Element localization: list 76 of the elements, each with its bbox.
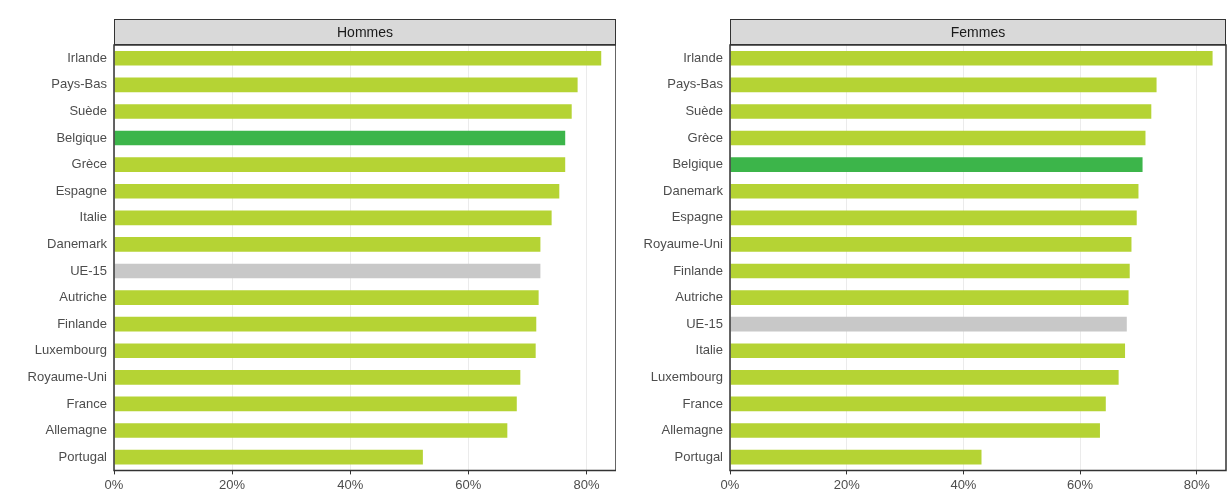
- y-tick-label: France: [682, 395, 723, 411]
- bar: [730, 316, 1127, 332]
- y-tick-label: Irlande: [683, 49, 723, 65]
- bar: [114, 210, 552, 226]
- bar: [730, 50, 1213, 66]
- y-tick-label: Luxembourg: [650, 368, 723, 384]
- bar: [114, 77, 578, 93]
- bar: [730, 396, 1106, 412]
- y-tick-label: Autriche: [675, 289, 723, 305]
- bar: [114, 423, 508, 438]
- y-tick-label: Espagne: [671, 209, 723, 225]
- y-tick-label: Luxembourg: [34, 342, 107, 358]
- y-tick-label: Belgique: [672, 156, 723, 172]
- bar: [114, 396, 517, 412]
- y-tick-label: Grèce: [71, 156, 107, 172]
- x-tick-label: 20%: [219, 476, 246, 492]
- y-tick-label: Pays-Bas: [51, 76, 108, 92]
- x-tick-label: 60%: [455, 476, 482, 492]
- chart-title: Hommes: [114, 19, 616, 45]
- bar: [730, 130, 1146, 146]
- y-tick-label: Suède: [69, 103, 107, 119]
- y-tick-label: Italie: [79, 209, 107, 225]
- bar: [114, 130, 566, 146]
- y-tick-label: Finlande: [57, 315, 107, 331]
- x-tick-label: 40%: [337, 476, 364, 492]
- bar: [114, 449, 423, 465]
- bar: [114, 157, 566, 172]
- x-tick-label: 20%: [833, 476, 861, 492]
- bar: [730, 183, 1139, 199]
- x-tick-label: 60%: [1067, 476, 1094, 492]
- bar: [730, 290, 1129, 305]
- bar: [114, 343, 536, 359]
- y-tick-label: Grèce: [687, 129, 723, 145]
- y-tick-label: Danemark: [663, 182, 724, 198]
- y-tick-label: Danemark: [47, 235, 108, 251]
- y-tick-label: Irlande: [67, 49, 107, 65]
- y-tick-label: Allemagne: [45, 422, 107, 438]
- y-tick-label: Suède: [685, 103, 723, 119]
- y-tick-label: Royaume-Uni: [643, 235, 724, 251]
- bar: [730, 104, 1152, 119]
- y-tick-label: Italie: [695, 342, 723, 358]
- bar: [114, 104, 572, 119]
- y-tick-label: Portugal: [674, 448, 724, 464]
- bar: [114, 316, 537, 332]
- bar: [730, 210, 1137, 226]
- bar: [114, 183, 560, 199]
- x-tick-label: 40%: [950, 476, 977, 492]
- y-tick-label: France: [66, 395, 107, 411]
- chart-title: Femmes: [730, 19, 1226, 45]
- y-tick-label: Belgique: [56, 129, 107, 145]
- x-tick-label: 80%: [1183, 476, 1211, 492]
- y-tick-label: Portugal: [58, 448, 108, 464]
- bar: [114, 290, 539, 305]
- bar: [114, 50, 602, 66]
- y-tick-label: Allemagne: [661, 422, 723, 438]
- bar: [730, 370, 1119, 385]
- x-tick-label: 80%: [573, 476, 600, 492]
- y-tick-label: Autriche: [59, 289, 107, 305]
- y-tick-label: UE-15: [70, 262, 107, 278]
- y-tick-label: Pays-Bas: [667, 76, 724, 92]
- bar: [730, 423, 1100, 438]
- bar: [730, 157, 1143, 172]
- bar: [730, 449, 982, 465]
- y-tick-label: Royaume-Uni: [27, 368, 108, 384]
- y-tick-label: UE-15: [686, 315, 723, 331]
- x-tick-label: 0%: [720, 476, 740, 492]
- bar: [730, 237, 1132, 252]
- x-tick-label: 0%: [104, 476, 124, 492]
- bar: [730, 77, 1157, 93]
- bar: [730, 343, 1126, 359]
- y-tick-label: Espagne: [55, 182, 107, 198]
- y-tick-label: Finlande: [673, 262, 723, 278]
- bar: [114, 237, 541, 252]
- bar: [114, 370, 521, 385]
- bar: [114, 263, 541, 279]
- bar: [730, 263, 1130, 279]
